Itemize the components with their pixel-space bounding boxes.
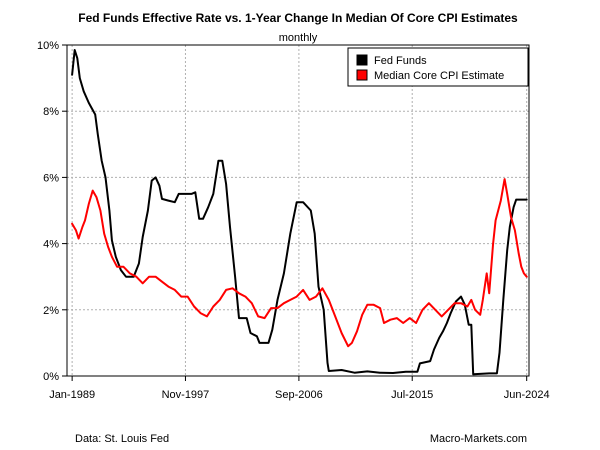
x-tick-label: Jan-1989 <box>49 389 95 401</box>
y-tick-label: 0% <box>43 371 59 383</box>
chart-subtitle: monthly <box>279 32 318 44</box>
x-tick-label: Sep-2006 <box>275 389 323 401</box>
chart-title: Fed Funds Effective Rate vs. 1-Year Chan… <box>78 11 518 25</box>
plot-series <box>71 49 528 376</box>
legend-swatch-median-core-cpi <box>356 69 368 81</box>
grid <box>67 44 529 377</box>
x-tick-label: Jul-2015 <box>391 389 433 401</box>
x-tick-label: Nov-1997 <box>162 389 210 401</box>
legend-swatch-fed-funds <box>356 54 368 66</box>
y-tick-label: 10% <box>37 40 59 52</box>
fed-funds-line <box>71 49 528 376</box>
plot-frame <box>66 44 530 377</box>
data-source: Data: St. Louis Fed <box>75 433 169 445</box>
y-tick-label: 8% <box>43 106 59 118</box>
legend-box <box>347 47 529 87</box>
y-tick-label: 4% <box>43 239 59 251</box>
median-core-cpi-line <box>71 178 528 348</box>
x-tick-label: Jun-2024 <box>504 389 550 401</box>
y-tick-label: 6% <box>43 172 59 184</box>
axes: 0% 2% 4% 6% 8% 10% Jan-1989 Nov-1997 Sep-2006 Jul… <box>37 40 550 401</box>
legend-label-fed-funds: Fed Funds <box>374 55 427 67</box>
site-credit: Macro-Markets.com <box>430 433 527 445</box>
legend: Fed Funds Median Core CPI Estimate <box>347 47 529 87</box>
y-tick-label: 2% <box>43 305 59 317</box>
legend-label-median-core-cpi: Median Core CPI Estimate <box>374 70 504 82</box>
